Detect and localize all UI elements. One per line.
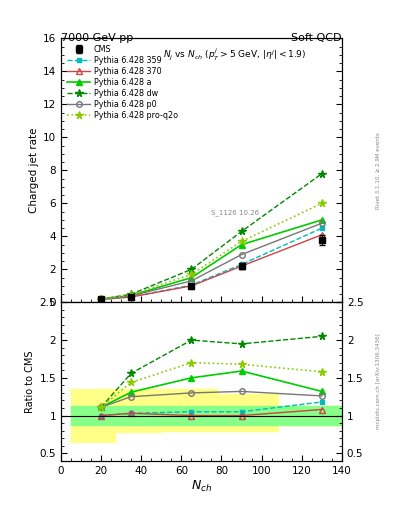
Line: Pythia 6.428 dw: Pythia 6.428 dw xyxy=(97,170,326,303)
X-axis label: $N_{ch}$: $N_{ch}$ xyxy=(191,478,212,494)
Pythia 6.428 pro-q2o xyxy=(189,271,194,278)
Pythia 6.428 pro-q2o xyxy=(129,292,134,298)
Pythia 6.428 pro-q2o xyxy=(239,238,244,244)
Line: Pythia 6.428 a: Pythia 6.428 a xyxy=(98,217,325,302)
Pythia 6.428 dw xyxy=(320,170,324,177)
Text: Soft QCD: Soft QCD xyxy=(292,33,342,44)
Legend: CMS, Pythia 6.428 359, Pythia 6.428 370, Pythia 6.428 a, Pythia 6.428 dw, Pythia: CMS, Pythia 6.428 359, Pythia 6.428 370,… xyxy=(65,42,180,122)
Pythia 6.428 359 xyxy=(320,225,324,231)
Pythia 6.428 a xyxy=(129,292,134,298)
Pythia 6.428 dw xyxy=(239,228,244,234)
Pythia 6.428 dw xyxy=(99,296,103,302)
Pythia 6.428 359 xyxy=(99,296,103,303)
Pythia 6.428 370 xyxy=(239,263,244,269)
Pythia 6.428 a xyxy=(99,296,103,302)
Pythia 6.428 p0 xyxy=(239,251,244,258)
Line: Pythia 6.428 359: Pythia 6.428 359 xyxy=(99,226,324,302)
Pythia 6.428 dw xyxy=(129,291,134,297)
Line: Pythia 6.428 p0: Pythia 6.428 p0 xyxy=(98,221,325,302)
Pythia 6.428 p0 xyxy=(129,293,134,299)
Y-axis label: Ratio to CMS: Ratio to CMS xyxy=(25,350,35,413)
Text: mcplots.cern.ch [arXiv:1306.3436]: mcplots.cern.ch [arXiv:1306.3436] xyxy=(376,334,381,430)
Y-axis label: Charged jet rate: Charged jet rate xyxy=(29,127,39,213)
Text: 7000 GeV pp: 7000 GeV pp xyxy=(61,33,133,44)
Pythia 6.428 pro-q2o xyxy=(99,296,103,302)
Pythia 6.428 359 xyxy=(239,262,244,268)
Pythia 6.428 a xyxy=(320,217,324,223)
Pythia 6.428 370 xyxy=(320,231,324,238)
Pythia 6.428 dw xyxy=(189,266,194,272)
Pythia 6.428 a xyxy=(189,274,194,281)
Pythia 6.428 p0 xyxy=(320,220,324,226)
Pythia 6.428 370 xyxy=(99,296,103,303)
Pythia 6.428 359 xyxy=(189,282,194,288)
Pythia 6.428 359 xyxy=(129,294,134,300)
Pythia 6.428 a xyxy=(239,242,244,248)
Text: S_1126 10.26: S_1126 10.26 xyxy=(211,209,259,216)
Pythia 6.428 pro-q2o xyxy=(320,200,324,206)
Pythia 6.428 p0 xyxy=(99,296,103,302)
Line: Pythia 6.428 370: Pythia 6.428 370 xyxy=(98,232,325,302)
Line: Pythia 6.428 pro-q2o: Pythia 6.428 pro-q2o xyxy=(97,200,326,303)
Text: $N_j$ vs $N_{ch}$ ($p_T^j$$>$5 GeV, $|\eta^j|$$<$1.9): $N_j$ vs $N_{ch}$ ($p_T^j$$>$5 GeV, $|\e… xyxy=(163,46,307,62)
Pythia 6.428 370 xyxy=(129,294,134,300)
Pythia 6.428 370 xyxy=(189,283,194,289)
Pythia 6.428 p0 xyxy=(189,278,194,284)
Text: Rivet 3.1.10, ≥ 2.9M events: Rivet 3.1.10, ≥ 2.9M events xyxy=(376,132,381,209)
